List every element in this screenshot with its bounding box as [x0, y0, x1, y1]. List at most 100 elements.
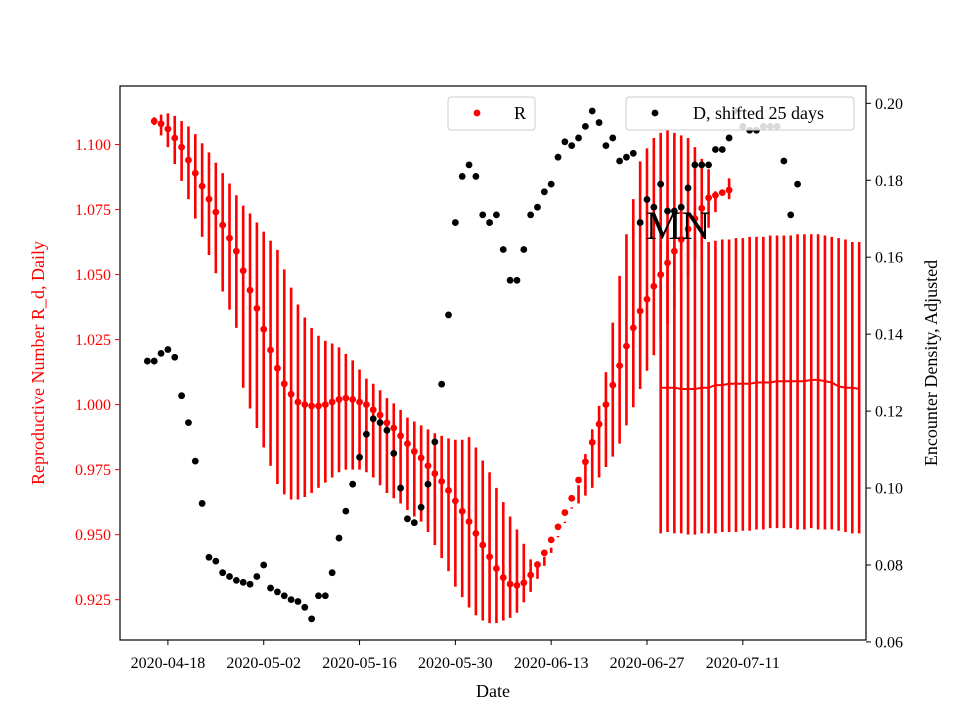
d-point — [506, 276, 514, 284]
r-point — [677, 236, 685, 243]
legend-r-label: R — [514, 103, 526, 123]
r-point — [246, 286, 254, 294]
legend-r-marker — [473, 109, 481, 117]
d-point — [725, 134, 733, 142]
d-point — [219, 569, 227, 577]
d-point — [171, 353, 179, 361]
r-point — [718, 189, 726, 197]
r-point — [568, 494, 576, 502]
r-point — [657, 271, 665, 278]
r-point — [616, 362, 624, 370]
d-point — [623, 153, 630, 161]
y-left-tick-label: 0.950 — [75, 527, 111, 544]
d-point — [178, 392, 185, 400]
d-point — [616, 157, 624, 165]
d-point — [431, 438, 439, 446]
d-point — [520, 246, 528, 253]
legend-r-frame — [447, 96, 536, 131]
r-point — [185, 156, 192, 164]
d-point — [232, 576, 240, 584]
y-left-tick-label: 1.100 — [75, 137, 111, 154]
d-point — [328, 569, 336, 577]
r-point — [315, 402, 322, 410]
r-point — [472, 529, 480, 537]
r-point — [623, 342, 630, 350]
r-point — [424, 462, 432, 470]
r-point — [547, 536, 555, 544]
d-point — [212, 557, 220, 565]
d-point — [150, 357, 158, 365]
r-point — [232, 247, 240, 255]
r-point — [376, 411, 384, 419]
d-point — [315, 592, 322, 600]
r-point — [150, 117, 158, 125]
d-point — [417, 503, 425, 511]
x-tick-label: 2020-05-30 — [418, 655, 493, 672]
d-point — [629, 149, 637, 157]
d-point — [657, 180, 665, 188]
d-point — [397, 484, 405, 492]
r-point — [178, 143, 185, 151]
d-point — [294, 598, 302, 605]
r-point — [650, 282, 658, 290]
d-point — [445, 311, 452, 319]
d-point — [493, 211, 500, 219]
d-point — [451, 219, 459, 226]
d-point — [486, 219, 493, 226]
r-point — [643, 295, 651, 303]
d-point — [383, 426, 391, 434]
r-point — [698, 204, 706, 212]
r-point — [534, 561, 541, 568]
d-point — [588, 107, 596, 115]
d-point — [472, 173, 480, 180]
r-point — [280, 380, 288, 388]
d-point — [280, 592, 288, 600]
r-point — [493, 565, 500, 572]
d-point — [191, 457, 199, 465]
y-left-tick-label: 1.050 — [75, 267, 111, 284]
d-point — [664, 207, 671, 215]
d-point — [205, 553, 213, 561]
r-point — [335, 396, 343, 403]
r-point — [171, 134, 179, 142]
r-projection-line — [660, 378, 860, 390]
r-point — [356, 398, 363, 406]
r-point — [349, 396, 357, 403]
r-point — [725, 186, 733, 194]
d-point — [595, 119, 603, 126]
x-tick-label: 2020-05-02 — [226, 655, 301, 672]
r-point — [458, 507, 466, 515]
d-point — [534, 203, 541, 211]
r-point — [191, 169, 199, 177]
d-point — [164, 346, 172, 353]
r-point — [431, 470, 439, 477]
d-point — [636, 219, 644, 226]
d-point — [602, 142, 610, 150]
y-axis-right-label: Encounter Density, Adjusted — [921, 260, 941, 466]
r-point — [629, 324, 637, 332]
r-point — [499, 574, 507, 581]
d-point — [513, 276, 521, 284]
d-point — [465, 161, 473, 169]
r-point — [609, 381, 617, 389]
legend-d-label: D, shifted 25 days — [693, 103, 824, 123]
d-point — [143, 357, 151, 365]
legend-d-marker — [651, 109, 659, 117]
d-point — [780, 157, 788, 165]
d-point — [438, 380, 446, 388]
d-point — [404, 515, 411, 523]
d-point — [527, 211, 535, 219]
r-point — [274, 364, 281, 372]
r-point — [226, 234, 233, 242]
r-point — [362, 401, 370, 409]
d-point — [609, 134, 617, 142]
x-axis-label: Date — [476, 681, 510, 701]
y-left-tick-label: 1.075 — [75, 202, 111, 219]
y-left-tick-label: 0.925 — [75, 592, 111, 609]
r-point — [342, 394, 350, 402]
d-point — [698, 161, 706, 169]
r-point — [404, 440, 411, 448]
r-point — [397, 432, 405, 440]
r-point — [479, 541, 487, 549]
d-point — [561, 138, 569, 146]
